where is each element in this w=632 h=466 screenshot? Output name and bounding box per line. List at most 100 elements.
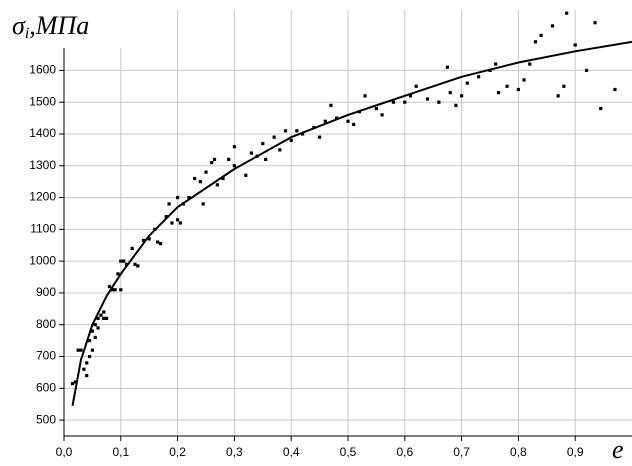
label-backdrop [0,0,140,48]
x-axis-label: e [612,435,624,464]
grid [59,10,632,441]
data-point [113,288,117,292]
data-point [539,33,543,38]
x-tick-label: 0,3 [226,445,243,459]
data-point [96,316,100,320]
data-point [102,310,106,314]
data-point [116,272,120,276]
data-point [119,259,123,263]
data-point [496,91,501,95]
data-point [198,180,202,184]
data-point [363,94,367,98]
data-point [107,284,112,289]
data-point [425,97,430,101]
data-point [76,348,80,352]
data-point [264,157,268,162]
y-label-symbol: σ [12,11,26,40]
data-point [178,221,183,225]
data-point [70,381,75,386]
data-point [87,339,92,343]
y-label-unit: ,МПа [29,11,89,40]
data-point [414,84,418,88]
data-point [329,103,333,107]
data-point [102,316,106,320]
x-tick-label: 0,5 [340,445,357,459]
data-point [122,259,126,263]
data-point [136,264,140,268]
data-point [335,116,339,120]
data-point [215,183,219,187]
data-point [380,113,384,117]
y-tick-label: 600 [36,380,56,394]
data-point [599,106,603,111]
data-point [391,100,396,104]
data-point [73,380,77,384]
data-point [221,176,225,181]
data-point [593,21,597,25]
x-tick-label: 0,0 [56,445,73,459]
data-point [318,135,322,139]
data-point [124,262,129,266]
y-tick-label: 1200 [29,190,56,204]
fit-curve [71,40,632,406]
data-point [408,94,413,98]
data-point [96,326,100,330]
data-point [133,262,137,266]
data-point [505,84,509,88]
data-point [437,100,441,104]
data-point [374,106,378,111]
y-tick-label: 700 [36,349,56,363]
data-point [528,62,532,66]
y-tick-label: 1000 [29,253,56,267]
data-point [352,122,356,127]
data-point [147,237,151,241]
data-point [516,87,520,92]
data-point [82,367,86,371]
data-point [170,221,174,225]
data-point [90,348,94,352]
y-tick-label: 1500 [29,94,56,108]
data-point [204,170,208,174]
x-tick-label: 0,2 [169,445,186,459]
data-point [156,240,160,244]
data-point [87,354,92,359]
x-tick-label: 0,1 [112,445,129,459]
y-tick-label: 500 [36,412,56,426]
data-point [119,288,123,292]
data-point [465,81,469,85]
data-point [533,40,538,44]
data-point [187,195,191,200]
data-point [93,323,97,327]
data-point [93,335,97,340]
data-point [272,135,276,139]
data-point [232,145,236,149]
data-point [323,119,327,123]
data-point [210,160,214,165]
data-point [454,103,458,107]
data-point [164,215,168,219]
data-point [477,75,481,79]
data-point [105,316,109,320]
data-point [613,87,617,92]
data-point [403,100,407,104]
data-point [494,62,498,66]
data-point [158,242,163,246]
data-point [176,195,180,200]
x-tick-label: 0,8 [510,445,527,459]
data-point [460,94,464,98]
data-point [227,157,231,162]
y-tick-label: 1300 [29,158,56,172]
data-point [283,129,288,133]
x-tick-label: 0,6 [396,445,413,459]
data-point [141,238,146,243]
data-point [85,373,89,378]
data-point [244,173,248,177]
marks [70,11,632,406]
data-point [295,129,299,133]
y-axis-label: σi,МПа [12,11,89,42]
data-point [300,132,305,136]
x-tick-label: 0,4 [283,445,300,459]
y-tick-label: 1100 [30,222,56,236]
